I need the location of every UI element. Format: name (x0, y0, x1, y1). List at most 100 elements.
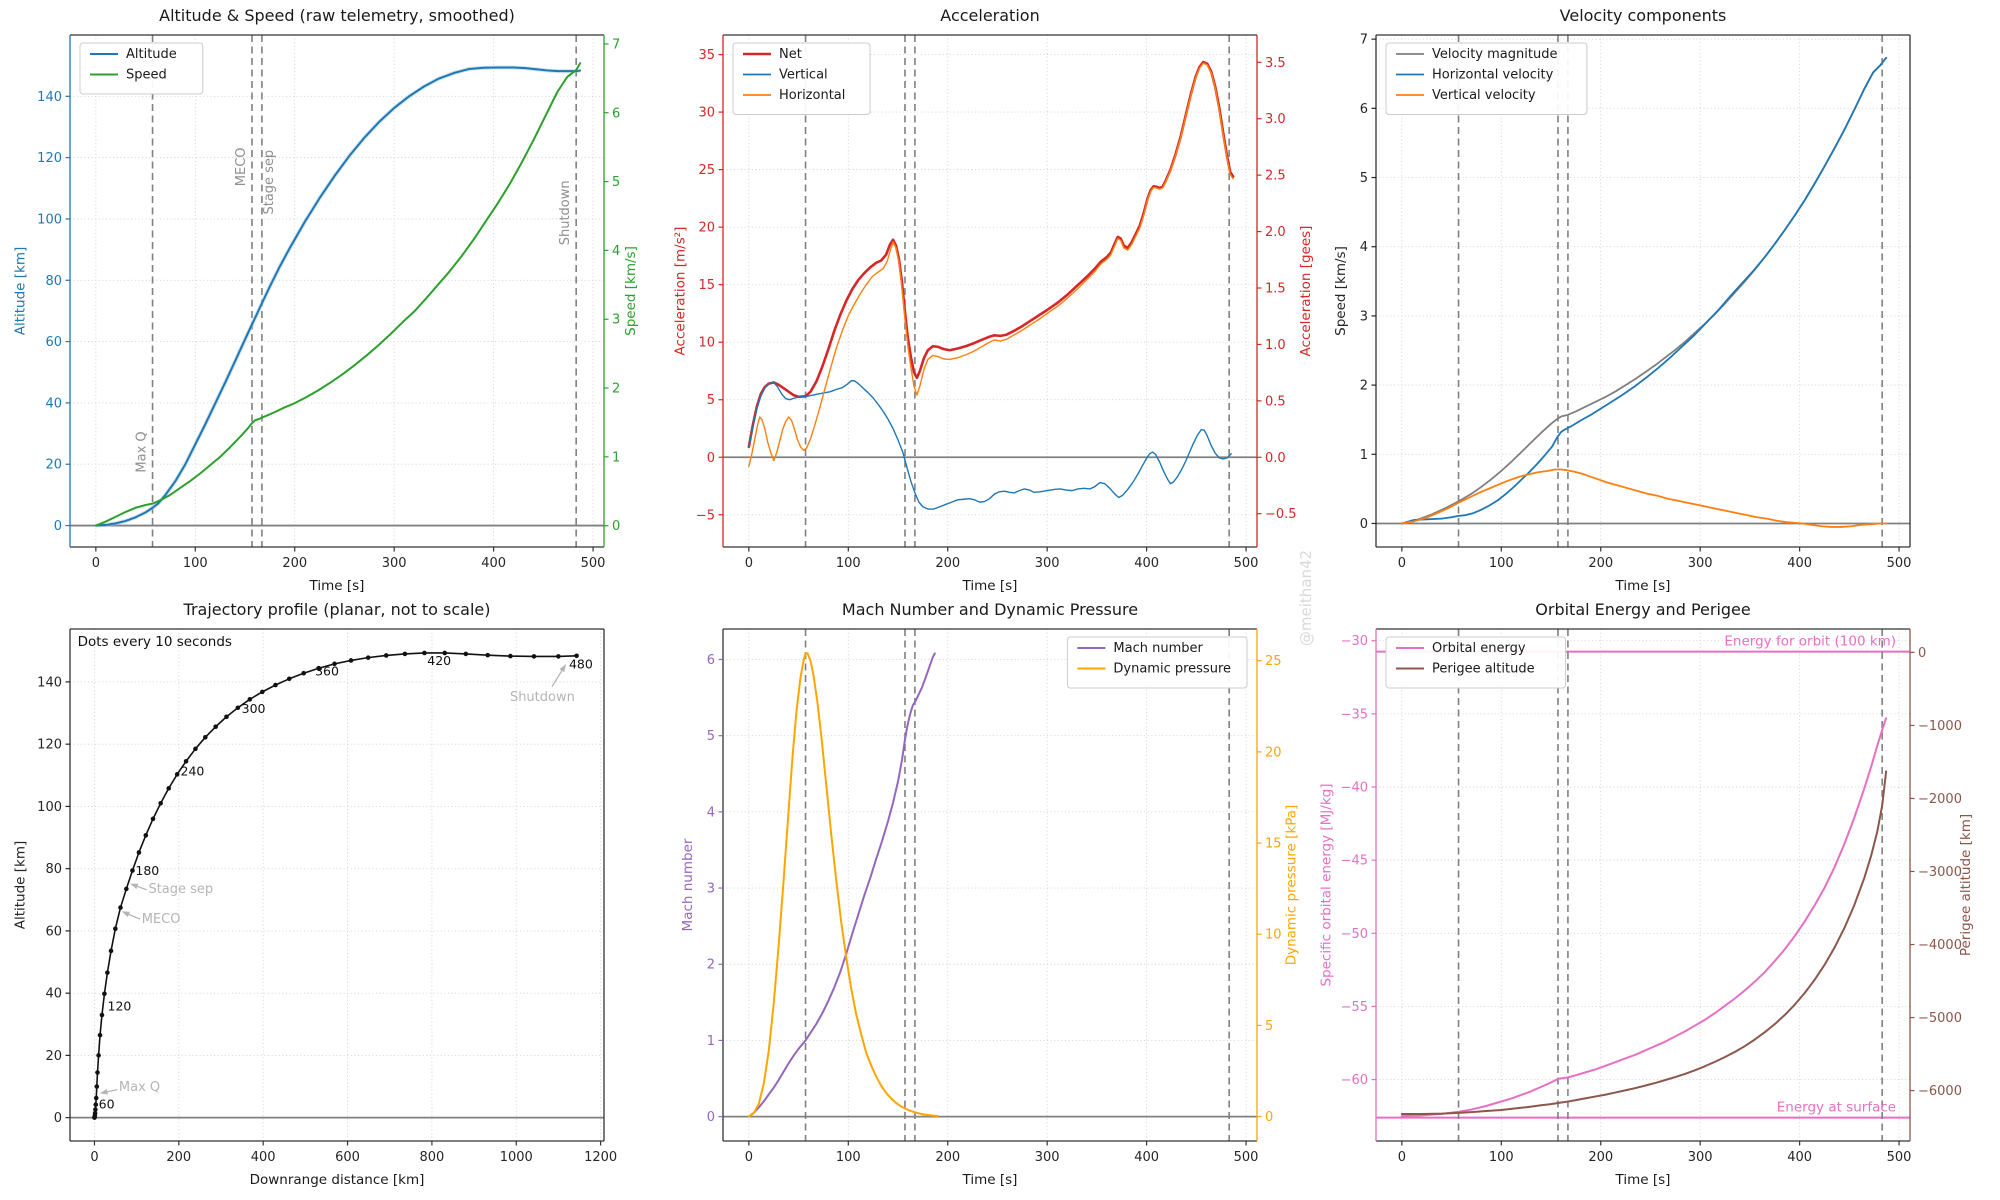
svg-text:420: 420 (427, 653, 451, 668)
series-net (747, 60, 1235, 449)
svg-text:300: 300 (1688, 556, 1713, 571)
svg-text:Acceleration: Acceleration (940, 6, 1039, 25)
svg-text:0: 0 (92, 556, 100, 571)
data-dot (99, 1012, 105, 1018)
data-dot (286, 676, 292, 682)
watermark-text: @meithan42 (1297, 549, 1315, 647)
svg-text:60: 60 (45, 335, 62, 350)
data-dot (224, 714, 229, 720)
data-dot (96, 1053, 101, 1058)
svg-text:Acceleration [m/s²]: Acceleration [m/s²] (673, 227, 689, 356)
data-dot (174, 772, 180, 777)
data-dot (485, 652, 491, 658)
svg-text:300: 300 (1688, 1150, 1713, 1165)
svg-text:2.5: 2.5 (1265, 169, 1286, 184)
data-dot (136, 850, 142, 855)
svg-text:0: 0 (1398, 1150, 1406, 1165)
svg-text:0: 0 (612, 519, 620, 534)
svg-text:200: 200 (935, 1150, 960, 1165)
svg-text:0: 0 (1398, 556, 1406, 571)
svg-text:Dynamic pressure [kPa]: Dynamic pressure [kPa] (1283, 805, 1299, 966)
svg-text:140: 140 (37, 90, 62, 105)
svg-text:0: 0 (90, 1150, 98, 1165)
svg-text:500: 500 (1887, 1150, 1912, 1165)
svg-text:0: 0 (1918, 646, 1926, 661)
svg-text:120: 120 (37, 738, 62, 753)
data-dot (105, 970, 110, 975)
svg-text:1: 1 (612, 450, 620, 465)
svg-text:7: 7 (1360, 33, 1368, 48)
series-vertical (748, 380, 1232, 510)
chart-mach-dynamic-pressure: 0 100 200 300 400 500 0 1 2 3 4 5 6 0 5 10 15 20 25 Time [s… (680, 600, 1300, 1188)
svg-text:4: 4 (707, 805, 715, 820)
svg-text:−5000: −5000 (1918, 1011, 1962, 1026)
svg-text:5: 5 (612, 175, 620, 190)
svg-text:Speed [km/s]: Speed [km/s] (1333, 246, 1349, 336)
svg-text:Max Q: Max Q (119, 1080, 160, 1095)
data-dot (463, 651, 469, 657)
data-dot (442, 650, 448, 656)
svg-text:15: 15 (1265, 837, 1282, 852)
svg-text:3.0: 3.0 (1265, 112, 1286, 127)
data-dot (383, 653, 389, 658)
data-dot (166, 786, 171, 791)
svg-text:20: 20 (45, 458, 62, 473)
svg-text:1: 1 (1360, 448, 1368, 463)
svg-text:Mach Number and Dynamic Pressu: Mach Number and Dynamic Pressure (842, 600, 1138, 619)
gridlines (70, 629, 604, 1141)
svg-text:25: 25 (698, 163, 715, 178)
data-dot (113, 926, 118, 932)
svg-text:4: 4 (1360, 240, 1368, 255)
svg-text:100: 100 (37, 212, 62, 227)
svg-text:15: 15 (698, 278, 715, 293)
svg-text:200: 200 (1588, 556, 1613, 571)
svg-text:MECO: MECO (142, 912, 181, 927)
svg-text:300: 300 (242, 701, 266, 716)
svg-text:4: 4 (612, 244, 620, 259)
svg-text:3: 3 (612, 313, 620, 328)
svg-text:−3000: −3000 (1918, 865, 1962, 880)
svg-text:25: 25 (1265, 654, 1282, 669)
data-dot (94, 1084, 100, 1089)
svg-text:200: 200 (282, 556, 307, 571)
data-dot (348, 658, 354, 663)
gridlines (70, 35, 604, 547)
data-dot (332, 661, 337, 667)
svg-text:Orbital energy: Orbital energy (1432, 641, 1526, 656)
svg-text:Altitude [km]: Altitude [km] (12, 841, 28, 930)
svg-text:200: 200 (166, 1150, 191, 1165)
svg-text:0.5: 0.5 (1265, 394, 1286, 409)
data-dot (183, 758, 189, 764)
data-dot (273, 682, 278, 688)
svg-text:Horizontal: Horizontal (779, 88, 845, 103)
svg-text:500: 500 (1887, 556, 1912, 571)
gridlines (723, 629, 1257, 1141)
legend: Mach number Dynamic pressure (1066, 636, 1248, 689)
data-dot (93, 1102, 99, 1107)
svg-text:400: 400 (1134, 1150, 1159, 1165)
data-dot (118, 905, 123, 910)
svg-text:500: 500 (1234, 556, 1259, 571)
svg-text:Dynamic pressure: Dynamic pressure (1113, 662, 1231, 677)
svg-text:6: 6 (612, 106, 620, 121)
svg-text:−1000: −1000 (1918, 719, 1962, 734)
svg-text:400: 400 (1787, 1150, 1812, 1165)
svg-text:Horizontal velocity: Horizontal velocity (1432, 68, 1554, 83)
series-horizontal (748, 62, 1234, 468)
svg-text:0: 0 (54, 1111, 62, 1126)
svg-text:100: 100 (1489, 556, 1514, 571)
data-dot (260, 689, 265, 695)
svg-text:400: 400 (1787, 556, 1812, 571)
svg-text:Trajectory profile (planar, no: Trajectory profile (planar, not to scale… (183, 600, 491, 619)
svg-text:80: 80 (45, 862, 62, 877)
chart-acceleration: 0 100 200 300 400 500 −5 0 5 10 15 20 25 30 35 −0.5 0.0 0… (673, 6, 1314, 594)
series-vertical-velocity (1400, 468, 1888, 528)
svg-text:Velocity magnitude: Velocity magnitude (1432, 47, 1557, 62)
svg-text:Time [s]: Time [s] (1615, 1172, 1671, 1188)
svg-text:Speed: Speed (126, 68, 167, 83)
series-horizontal-velocity (1400, 56, 1888, 525)
svg-text:400: 400 (251, 1150, 276, 1165)
data-dot (301, 670, 306, 676)
svg-text:Altitude & Speed (raw telemetr: Altitude & Speed (raw telemetry, smoothe… (159, 6, 515, 25)
